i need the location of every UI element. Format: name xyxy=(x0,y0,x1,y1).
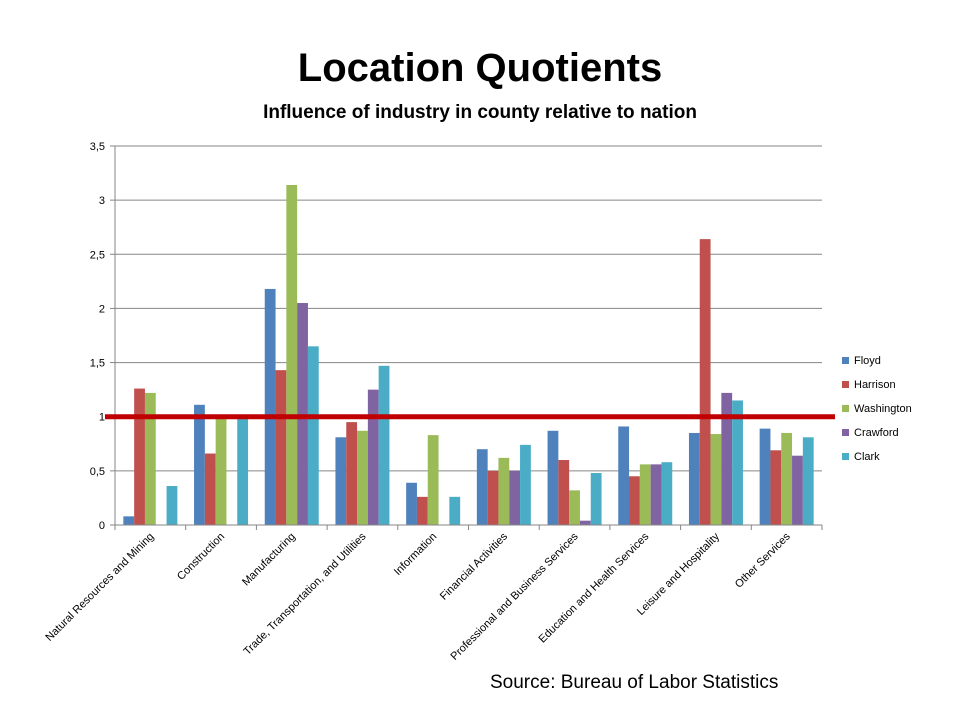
legend-swatch xyxy=(842,453,849,460)
bar xyxy=(357,430,368,525)
legend: Floyd Harrison Washington Crawford Clark xyxy=(842,355,912,463)
y-tick-label: 2,5 xyxy=(90,249,105,261)
legend-label: Washington xyxy=(854,403,912,415)
bar xyxy=(558,460,570,525)
y-tick-label: 1 xyxy=(99,412,105,424)
bar xyxy=(569,490,580,525)
bar xyxy=(123,516,135,525)
bar xyxy=(264,288,276,525)
bar xyxy=(449,496,461,525)
bar xyxy=(487,470,499,525)
bar xyxy=(618,426,630,525)
chart-subtitle: Influence of industry in county relative… xyxy=(263,102,697,123)
bar xyxy=(699,239,711,525)
x-tick-label: Manufacturing xyxy=(240,531,298,589)
legend-label: Harrison xyxy=(854,379,896,391)
bar xyxy=(367,389,379,525)
y-tick-label: 3 xyxy=(99,195,105,207)
x-tick-label: Trade, Transportation, and Utilities xyxy=(241,530,368,657)
x-tick-label: Other Services xyxy=(733,530,793,590)
bar xyxy=(792,455,803,525)
x-tick-label: Natural Resources and Mining xyxy=(43,531,156,644)
legend-label: Floyd xyxy=(854,355,881,367)
bar xyxy=(520,444,531,525)
bar xyxy=(781,432,793,525)
bar xyxy=(307,346,319,525)
bar xyxy=(297,303,308,525)
bar xyxy=(134,388,145,525)
bar xyxy=(166,486,178,525)
legend-label: Crawford xyxy=(854,427,899,439)
bar xyxy=(547,430,559,525)
bar xyxy=(759,428,771,525)
bar xyxy=(476,449,488,525)
x-tick-label: Education and Health Services xyxy=(537,530,652,645)
bar xyxy=(590,473,602,525)
bar xyxy=(286,184,298,526)
bar xyxy=(237,416,249,525)
bar xyxy=(335,437,347,525)
y-tick-label: 1,5 xyxy=(90,358,105,370)
bar xyxy=(721,392,733,525)
bars xyxy=(123,184,814,526)
x-tick-label: Construction xyxy=(175,531,227,583)
bar xyxy=(802,437,814,525)
x-tick-label: Financial Activities xyxy=(438,530,510,602)
legend-swatch xyxy=(842,357,849,364)
legend-swatch xyxy=(842,381,849,388)
bar xyxy=(204,453,216,525)
y-tick-label: 0,5 xyxy=(90,466,105,478)
bar xyxy=(770,450,782,525)
bar xyxy=(650,464,662,525)
bar xyxy=(661,462,673,525)
bar xyxy=(639,464,651,525)
bar xyxy=(427,435,439,525)
bar xyxy=(629,476,640,525)
bar xyxy=(498,457,510,525)
y-tick-label: 2 xyxy=(99,303,105,315)
bar xyxy=(732,400,743,525)
bar xyxy=(275,370,287,525)
y-tick-label: 0 xyxy=(99,520,105,532)
source-note: Source: Bureau of Labor Statistics xyxy=(490,672,779,693)
bar xyxy=(579,520,591,525)
legend-swatch xyxy=(842,429,849,436)
bar xyxy=(406,482,417,525)
bar xyxy=(416,496,428,525)
chart-title: Location Quotients xyxy=(297,46,663,90)
axes xyxy=(114,146,823,530)
x-axis-labels: Natural Resources and Mining Construction… xyxy=(43,530,793,662)
bar xyxy=(509,470,521,525)
x-tick-label: Leisure and Hospitality xyxy=(635,530,723,618)
bar xyxy=(346,422,358,525)
bar xyxy=(688,432,700,525)
bar xyxy=(378,365,390,525)
legend-label: Clark xyxy=(854,451,880,463)
x-tick-label: Information xyxy=(392,531,439,578)
bar xyxy=(144,392,156,525)
y-axis-ticks: 0 0,5 1 1,5 2 2,5 3 3,5 xyxy=(90,141,115,532)
bar xyxy=(710,434,722,525)
legend-swatch xyxy=(842,405,849,412)
x-tick-label: Professional and Business Services xyxy=(449,530,581,662)
bar xyxy=(215,416,227,525)
y-tick-label: 3,5 xyxy=(90,141,105,153)
bar xyxy=(194,404,205,525)
